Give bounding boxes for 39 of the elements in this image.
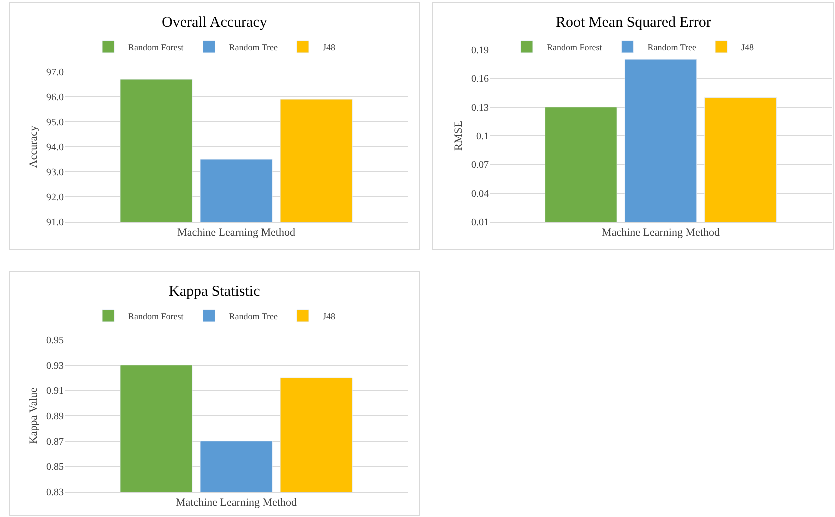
y-tick-label: 0.89 [46,412,64,422]
legend-label: J48 [323,312,336,322]
y-axis-title: Accuracy [28,125,40,168]
legend-label: Random Tree [229,312,278,322]
y-tick-label: 0.95 [46,336,64,346]
y-tick-label: 0.13 [472,102,489,114]
y-tick-label: 94.0 [46,142,64,154]
y-axis-title: Kappa Value [28,388,40,444]
y-tick-label: 0.93 [46,360,64,372]
y-tick-label: 0.01 [472,218,489,228]
chart-title: Overall Accuracy [162,15,268,31]
legend-label: J48 [742,42,755,53]
legend-label: Random Tree [648,42,697,53]
y-tick-label: 0.1 [476,132,489,142]
y-tick-label: 0.83 [46,488,64,498]
y-tick-label: 0.04 [472,188,489,200]
y-tick-label: 0.16 [472,74,489,86]
legend-label: Random Forest [128,312,184,322]
chart-title: Kappa Statistic [169,284,261,300]
y-tick-label: 93.0 [46,168,64,178]
y-tick-label: 0.07 [472,160,489,172]
y-axis-title: RMSE [453,120,466,151]
chart-title: Root Mean Squared Error [556,15,712,31]
legend-label: J48 [323,42,336,53]
y-tick-label: 92.0 [46,192,64,204]
x-axis-title: Matchine Learning Method [176,497,298,510]
y-tick-label: 0.91 [46,386,64,398]
y-tick-label: 96.0 [46,92,64,104]
x-axis-title: Machine Learning Method [602,227,720,240]
legend-label: Random Tree [229,42,278,53]
legend-label: Random Forest [128,42,184,53]
legend-label: Random Forest [547,42,603,53]
y-tick-label: 97.0 [46,68,64,78]
y-tick-label: 0.85 [46,462,64,474]
y-tick-label: 95.0 [46,118,64,128]
y-tick-label: 91.0 [46,218,64,228]
y-tick-label: 0.87 [46,436,64,448]
y-tick-label: 0.19 [472,46,489,56]
x-axis-title: Machine Learning Method [178,227,296,240]
